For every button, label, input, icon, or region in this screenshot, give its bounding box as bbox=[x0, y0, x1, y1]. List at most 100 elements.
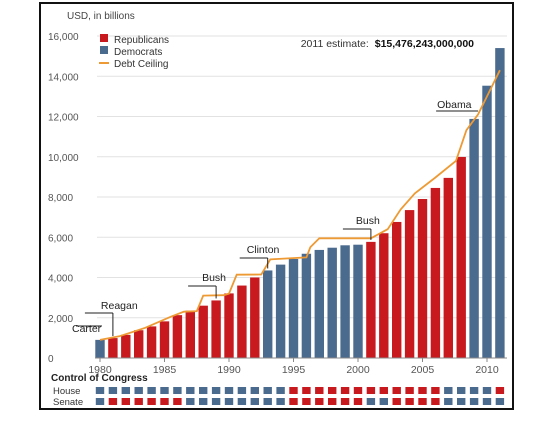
x-axis: 1980 1985 1990 1995 2000 2005 2010 bbox=[88, 357, 507, 376]
congress-cell bbox=[186, 398, 195, 405]
bar bbox=[340, 245, 350, 358]
bar bbox=[379, 233, 389, 358]
y-tick-label: 8,000 bbox=[48, 193, 73, 204]
congress-title: Control of Congress bbox=[51, 373, 148, 384]
y-axis-label: USD, in billions bbox=[67, 11, 135, 22]
annotation-label: Reagan bbox=[101, 300, 138, 312]
congress-cell bbox=[495, 398, 505, 405]
congress-cell bbox=[160, 398, 169, 405]
x-tick-label: 2010 bbox=[475, 364, 499, 376]
congress-cell bbox=[431, 387, 440, 394]
y-tick-label: 12,000 bbox=[48, 113, 79, 124]
legend-swatch bbox=[100, 46, 108, 54]
x-tick-label: 1995 bbox=[282, 364, 306, 376]
congress-cell bbox=[237, 398, 247, 405]
bar bbox=[443, 177, 453, 358]
annotation-label: Bush bbox=[356, 215, 380, 227]
bar bbox=[134, 330, 144, 358]
president-annotations: Carter Reagan Bush Clinton Bush Obama bbox=[72, 99, 479, 337]
bar bbox=[456, 156, 466, 358]
congress-cell bbox=[366, 398, 376, 405]
bar bbox=[392, 221, 402, 358]
congress-cell bbox=[315, 398, 324, 405]
bars bbox=[95, 48, 505, 359]
congress-cell bbox=[379, 387, 388, 394]
bar bbox=[417, 199, 428, 358]
annotation-label: Clinton bbox=[247, 244, 280, 256]
congress-cell bbox=[457, 398, 466, 405]
bar bbox=[146, 326, 157, 358]
chamber-label: House bbox=[53, 386, 80, 397]
congress-cell bbox=[134, 398, 143, 405]
y-tick-label: 0 bbox=[48, 354, 54, 365]
bar bbox=[159, 321, 170, 358]
bar bbox=[237, 285, 247, 358]
congress-cell bbox=[250, 387, 259, 394]
congress-cell bbox=[328, 387, 337, 394]
bar bbox=[314, 249, 324, 358]
annotation-label: Bush bbox=[202, 272, 226, 284]
bar bbox=[250, 277, 260, 358]
debt-ceiling-line bbox=[99, 69, 501, 341]
congress-cell bbox=[482, 387, 492, 394]
bar bbox=[288, 258, 299, 358]
x-tick-label: 1985 bbox=[153, 364, 177, 376]
y-tick-label: 4,000 bbox=[48, 274, 73, 285]
congress-cell bbox=[211, 387, 221, 394]
congress-cell bbox=[353, 387, 363, 394]
chamber-label: Senate bbox=[53, 397, 83, 408]
congress-cell bbox=[134, 387, 143, 394]
legend-label: Democrats bbox=[114, 47, 162, 58]
congress-cell bbox=[482, 398, 492, 405]
congress-cell bbox=[366, 387, 376, 394]
y-tick-label: 2,000 bbox=[48, 314, 73, 325]
congress-cell bbox=[121, 398, 130, 405]
bar bbox=[275, 264, 286, 358]
congress-cell bbox=[469, 387, 479, 394]
congress-cell bbox=[302, 387, 311, 394]
congress-cell bbox=[457, 387, 466, 394]
congress-cell bbox=[289, 398, 298, 405]
congress-cell bbox=[328, 398, 337, 405]
congress-cell bbox=[186, 387, 195, 394]
congress-cell bbox=[237, 387, 247, 394]
legend-label: Republicans bbox=[114, 35, 169, 46]
congress-cell bbox=[173, 387, 182, 394]
congress-cell bbox=[95, 387, 105, 394]
bar bbox=[495, 48, 505, 358]
legend-swatch bbox=[100, 34, 108, 42]
congress-cell bbox=[147, 398, 156, 405]
chart-frame: USD, in billions 0 2,000 4,000 6,000 8,000 10… bbox=[39, 2, 514, 410]
estimate-annotation: 2011 estimate: $15,476,243,000,000 bbox=[301, 38, 474, 50]
congress-cell bbox=[315, 387, 324, 394]
bar bbox=[469, 118, 479, 358]
congress-cell bbox=[250, 398, 259, 405]
x-tick-label: 1980 bbox=[88, 364, 112, 376]
congress-cell bbox=[431, 398, 440, 405]
congress-cell bbox=[263, 398, 272, 405]
bar bbox=[482, 85, 492, 359]
congress-cell bbox=[276, 398, 285, 405]
bar bbox=[95, 339, 105, 358]
y-tick-label: 16,000 bbox=[48, 32, 79, 43]
congress-cell bbox=[418, 387, 427, 394]
bar bbox=[353, 244, 363, 358]
y-tick-label: 10,000 bbox=[48, 153, 79, 164]
legend-label: Debt Ceiling bbox=[114, 59, 168, 70]
congress-cell bbox=[199, 398, 208, 405]
bar bbox=[172, 315, 183, 358]
y-tick-label: 6,000 bbox=[48, 233, 73, 244]
y-tick-label: 14,000 bbox=[48, 72, 79, 83]
congress-cell bbox=[108, 398, 118, 405]
bar bbox=[108, 338, 118, 358]
congress-cell bbox=[469, 398, 479, 405]
bar bbox=[327, 247, 337, 358]
congress-cell bbox=[199, 387, 208, 394]
y-axis: 0 2,000 4,000 6,000 8,000 10,000 12,000 14,000 1… bbox=[48, 32, 79, 365]
bar bbox=[263, 270, 273, 358]
bar bbox=[211, 300, 221, 358]
bar bbox=[185, 310, 195, 358]
congress-cell bbox=[353, 398, 363, 405]
